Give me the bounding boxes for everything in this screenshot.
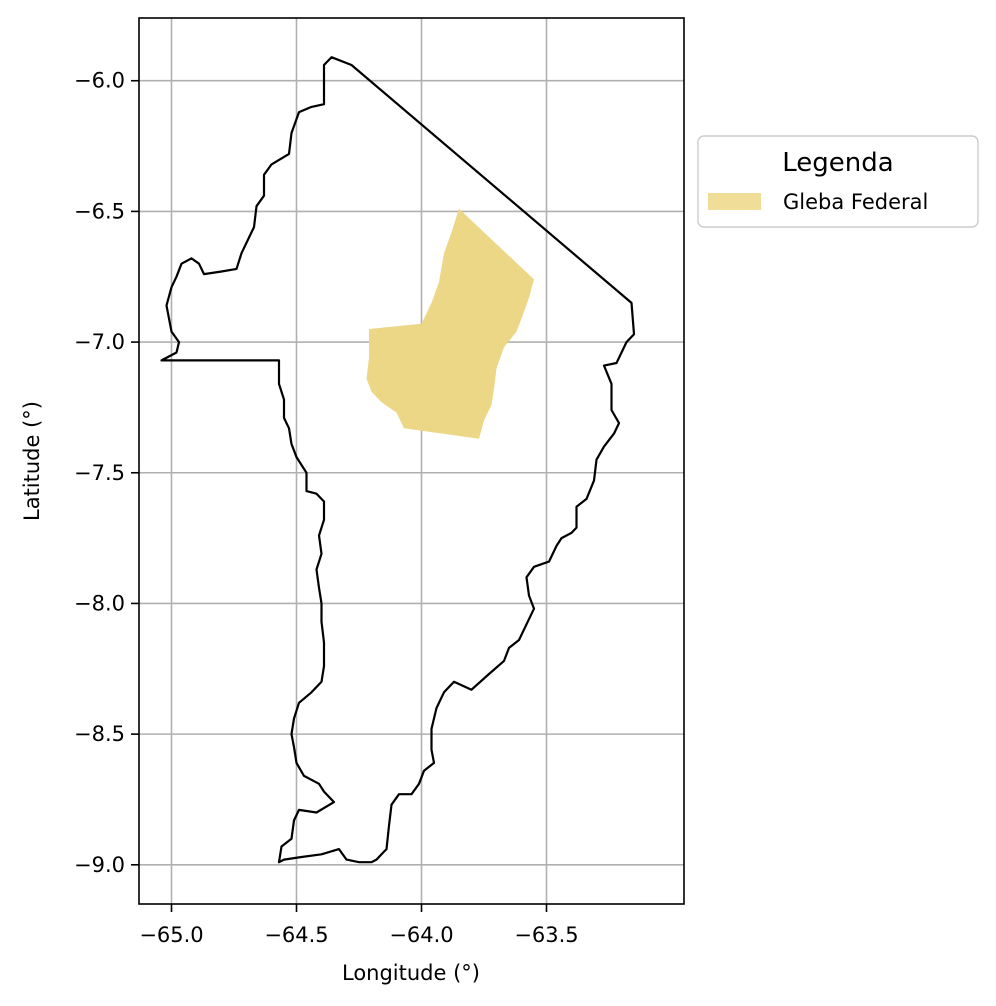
x-axis: −65.0 −64.5 −64.0 −63.5 — [139, 904, 579, 947]
x-tick-label: −64.5 — [264, 923, 328, 947]
y-tick-label: −9.0 — [74, 853, 125, 877]
plot-frame — [138, 17, 685, 905]
legend-title: Legenda — [782, 148, 893, 178]
x-tick-label: −63.5 — [514, 923, 578, 947]
legend-swatch-gleba-federal — [708, 193, 761, 210]
grid — [139, 18, 684, 904]
y-tick-label: −8.5 — [74, 722, 125, 746]
y-tick-label: −7.0 — [74, 330, 125, 354]
x-axis-title: Longitude (°) — [342, 961, 480, 985]
y-tick-label: −8.0 — [74, 591, 125, 615]
municipality-boundary — [160, 56, 636, 864]
y-axis: −6.0 −6.5 −7.0 −7.5 −8.0 −8.5 −9.0 — [74, 69, 139, 877]
legend: Legenda Gleba Federal — [697, 135, 979, 228]
legend-label-gleba-federal: Gleba Federal — [783, 190, 928, 214]
x-tick-label: −65.0 — [139, 923, 203, 947]
legend-box — [697, 135, 979, 228]
y-axis-title: Latitude (°) — [20, 401, 44, 521]
y-tick-label: −6.0 — [74, 69, 125, 93]
y-tick-label: −6.5 — [74, 199, 125, 223]
y-tick-label: −7.5 — [74, 461, 125, 485]
gleba-federal-area — [366, 208, 534, 439]
x-tick-label: −64.0 — [389, 923, 453, 947]
